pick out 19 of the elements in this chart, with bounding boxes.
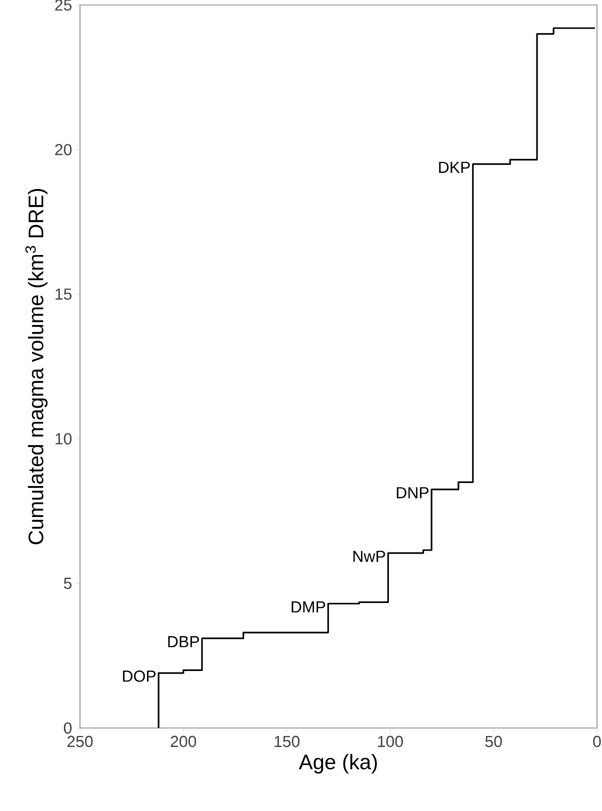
y-tick-label: 5 <box>64 578 72 589</box>
annotation: NwP <box>353 550 386 562</box>
y-tick-label: 10 <box>56 433 72 444</box>
annotation: DNP <box>396 487 428 498</box>
annotation: DOP <box>123 670 156 682</box>
y-tick-label: 0 <box>64 722 72 734</box>
y-axis-title: Cumulated magma volume (km$^{3}$ DRE) <box>25 189 48 544</box>
x-tick-label: 50 <box>485 736 502 748</box>
y-tick-label: 15 <box>56 288 72 300</box>
x-tick-label: 250 <box>67 736 93 748</box>
x-tick-label: 150 <box>274 736 300 748</box>
y-tick-label: 20 <box>55 144 72 156</box>
annotation: DKP <box>439 162 470 173</box>
x-tick-label: 200 <box>170 736 196 748</box>
x-tick-label: 0 <box>593 736 601 748</box>
x-tick-label: 100 <box>378 736 403 748</box>
annotation: DBP <box>168 636 199 648</box>
x-axis-title: Age (ka) <box>298 754 377 774</box>
annotation: DMP <box>292 601 326 612</box>
